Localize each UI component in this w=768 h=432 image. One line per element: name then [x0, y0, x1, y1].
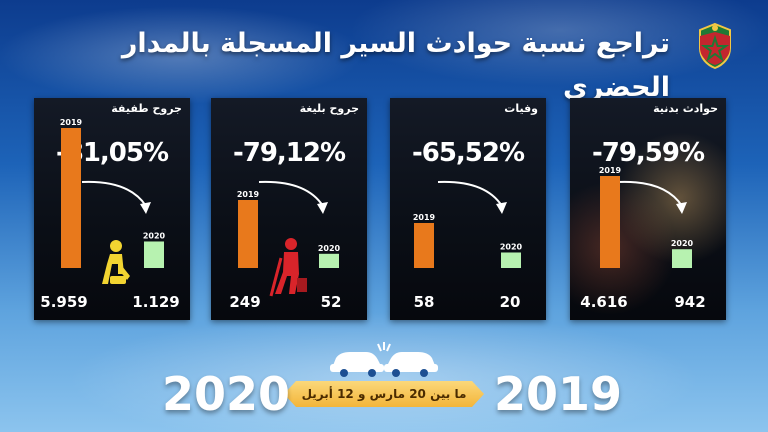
- bar-2019: [600, 176, 620, 268]
- trend-arrow-head: [676, 202, 687, 214]
- bar-2020: [672, 249, 692, 268]
- panel-title: وفيات: [504, 102, 538, 115]
- bar-2020: [319, 253, 339, 268]
- value-label-2019: 4.616: [580, 293, 628, 311]
- year-2020-label: 2020: [162, 367, 291, 421]
- bar-year-label: 2020: [500, 242, 523, 251]
- bar-2020: [501, 252, 521, 268]
- bar-year-label: 2020: [671, 239, 694, 248]
- chart-svg: 2019 2020: [413, 180, 523, 268]
- value-label-2020: 52: [320, 293, 342, 311]
- injured-person-icon: [102, 240, 130, 284]
- panel-title: جروح طفيفة: [111, 102, 182, 115]
- bar-year-label: 2019: [413, 213, 436, 222]
- bar-year-label: 2019: [237, 190, 260, 199]
- trend-arrow: [617, 180, 683, 207]
- change-percentage: -79,59%: [591, 138, 705, 168]
- bar-year-label: 2020: [318, 244, 341, 253]
- value-label-2019: 58: [413, 293, 435, 311]
- page-title: تراجع نسبة حوادث السير المسجلة بالمدار ا…: [121, 28, 670, 103]
- change-percentage: -79,12%: [232, 138, 346, 168]
- value-label-2020: 1.129: [132, 293, 180, 311]
- fireworks-decoration: [570, 98, 726, 320]
- year-2019-label: 2019: [494, 367, 623, 421]
- bar-2019: [238, 200, 258, 268]
- chart-panel-serious-injuries: جروح بليغة -79,12% 2019 2020 249 52: [211, 98, 367, 320]
- trend-arrow: [258, 180, 324, 207]
- chart-panel-deaths: وفيات -65,52% 2019 2020 58 20: [390, 98, 546, 320]
- trend-arrow: [437, 180, 503, 207]
- bar-year-label: 2020: [143, 231, 166, 240]
- chart-svg: 2019 2020: [237, 180, 341, 297]
- panel-title: جروح بليغة: [299, 102, 359, 115]
- trend-arrow-head: [317, 202, 328, 214]
- panel-title: حوادث بدنية: [653, 102, 718, 115]
- bar-2019: [414, 223, 434, 268]
- change-percentage: -65,52%: [411, 138, 525, 168]
- trend-arrow-head: [140, 202, 151, 214]
- value-label-2019: 249: [229, 293, 261, 311]
- bar-2019: [61, 128, 81, 268]
- car-crash-icon: [330, 342, 438, 377]
- bar-2020: [144, 241, 164, 268]
- value-label-2020: 20: [499, 293, 521, 311]
- trend-arrow: [81, 180, 147, 207]
- bar-year-label: 2019: [60, 118, 83, 127]
- value-label-2019: 5.959: [40, 293, 88, 311]
- value-label-2020: 942: [674, 293, 706, 311]
- bar-year-label: 2019: [599, 166, 622, 175]
- chart-svg: 2019 2020: [60, 118, 166, 284]
- chart-panel-light-injuries: جروح طفيفة -81,05% 2019 2020 5.959 1.129: [34, 98, 190, 320]
- period-text: ما بين 20 مارس و 12 أبريل: [301, 387, 467, 401]
- injured-person-crutch-icon: [269, 238, 307, 297]
- chart-panel-physical-accidents: حوادث بدنية -79,59% 2019 2020 4.616 942: [570, 98, 726, 320]
- period-banner: [284, 381, 484, 407]
- police-emblem-icon: [699, 22, 731, 70]
- chart-svg: 2019 2020: [599, 166, 694, 268]
- trend-arrow-head: [496, 202, 507, 214]
